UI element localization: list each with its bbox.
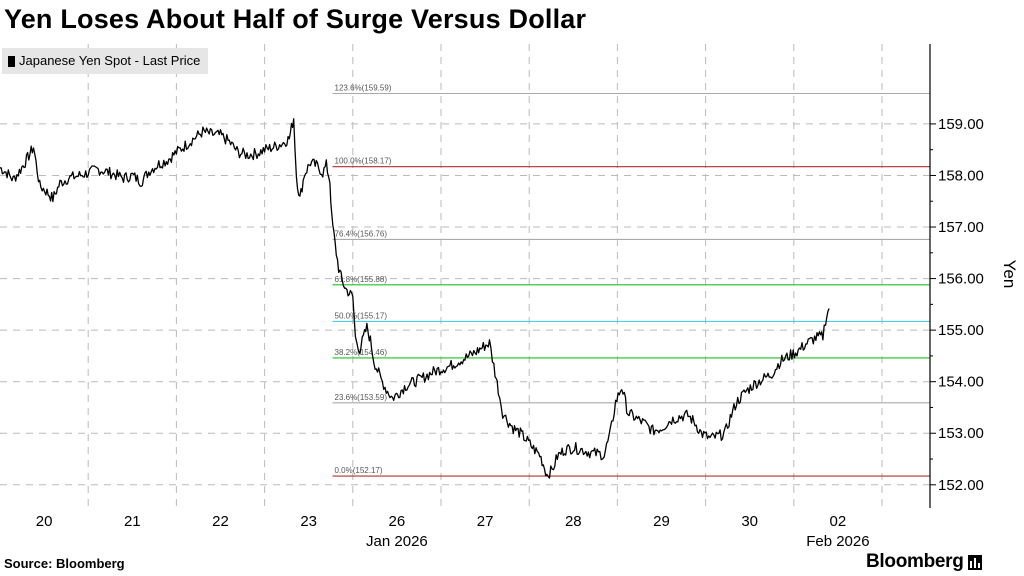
fibonacci-label: 38.2%(154.46) (335, 348, 388, 357)
chart-title: Yen Loses About Half of Surge Versus Dol… (4, 4, 587, 34)
bloomberg-mark-icon (967, 554, 982, 570)
fibonacci-label: 100.0%(158.17) (335, 157, 392, 166)
fibonacci-label: 0.0%(152.17) (335, 466, 383, 475)
y-tick-label: 158.00 (938, 167, 984, 184)
x-month-label: Feb 2026 (806, 533, 869, 550)
y-tick-label: 152.00 (938, 477, 984, 494)
x-tick-label: 26 (389, 513, 406, 530)
source-note: Source: Bloomberg (4, 556, 125, 571)
fibonacci-levels: 123.6%(159.59) 100.0%(158.17) 76.4%(156.76… (332, 83, 930, 477)
fibonacci-label: 23.6%(153.59) (335, 393, 388, 402)
legend: Japanese Yen Spot - Last Price (2, 48, 209, 74)
gridlines (0, 44, 930, 508)
legend-swatch (8, 55, 15, 67)
x-tick-label: 28 (565, 513, 582, 530)
price-series (0, 118, 830, 479)
y-tick-label: 154.00 (938, 374, 984, 391)
x-tick-label: 20 (36, 513, 53, 530)
y-tick-label: 159.00 (938, 116, 984, 133)
brand-name: Bloomberg (866, 551, 964, 572)
x-tick-label: 29 (653, 513, 670, 530)
series-line (0, 118, 830, 479)
y-tick-label: 156.00 (938, 271, 984, 288)
fibonacci-label: 76.4%(156.76) (335, 229, 388, 238)
x-tick-label: 21 (124, 513, 141, 530)
axes (929, 44, 936, 508)
y-tick-label: 155.00 (938, 322, 984, 339)
x-tick-label: 27 (477, 513, 494, 530)
legend-label: Japanese Yen Spot - Last Price (19, 53, 201, 68)
x-tick-label: 23 (300, 513, 317, 530)
bloomberg-logo: Bloomberg (866, 551, 982, 573)
fibonacci-label: 61.8%(155.88) (335, 275, 388, 284)
tick-labels: 152.00 153.00 154.00 155.00 156.00 157.00 158.… (36, 116, 984, 550)
x-month-label: Jan 2026 (366, 533, 428, 550)
fibonacci-label: 123.6%(159.59) (335, 83, 392, 92)
fibonacci-label: 50.0%(155.17) (335, 311, 388, 320)
x-tick-label: 30 (741, 513, 758, 530)
y-tick-label: 157.00 (938, 219, 984, 236)
y-axis-label: Yen (1000, 260, 1019, 289)
x-tick-label: 22 (212, 513, 229, 530)
y-tick-label: 153.00 (938, 425, 984, 442)
x-tick-label: 02 (830, 513, 847, 530)
